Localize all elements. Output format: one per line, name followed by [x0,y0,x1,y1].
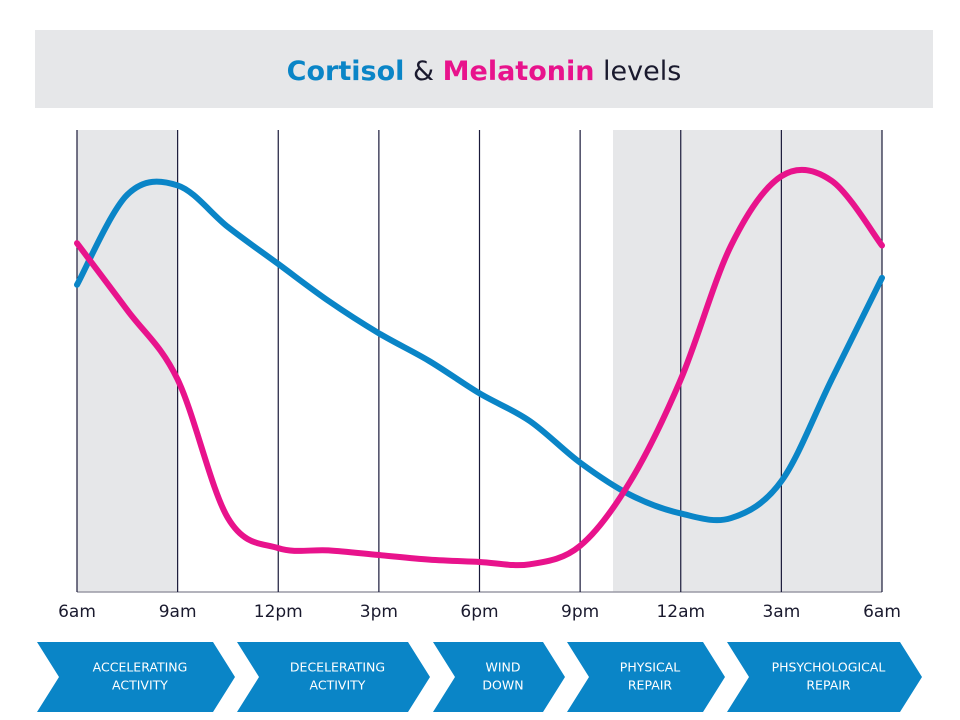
chart-title: Cortisol & Melatonin levels [287,56,682,87]
phase-chevron [37,642,235,712]
x-tick-label: 6am [58,602,96,622]
phase-label: ACTIVITY [310,678,366,693]
x-tick-label: 6pm [460,602,498,622]
phase-label: PHYSICAL [620,660,680,675]
x-tick-label: 9pm [561,602,599,622]
shaded-period [77,130,177,592]
phase-chevron [727,642,922,712]
phase-label: REPAIR [628,678,673,693]
phase-chevron [433,642,565,712]
x-tick-label: 6am [863,602,901,622]
phase-label: ACCELERATING [93,660,188,675]
x-tick-label: 12am [656,602,705,622]
x-tick-label: 3pm [360,602,398,622]
phase-label: WIND [485,660,520,675]
title-cortisol: Cortisol [287,56,405,87]
x-tick-label: 3am [762,602,800,622]
series-line [74,178,885,524]
x-tick-label: 12pm [254,602,303,622]
phase-label: REPAIR [806,678,851,693]
title-suffix: levels [603,56,681,87]
title-band [35,30,933,108]
phase-label: DECELERATING [290,660,385,675]
phase-label: PHSYCHOLOGICAL [772,660,886,675]
phase-label: ACTIVITY [112,678,168,693]
phase-label: DOWN [482,678,523,693]
phase-chevron [237,642,430,712]
title-connector: & [413,56,434,87]
x-tick-label: 9am [159,602,197,622]
series-line [74,166,885,569]
title-melatonin: Melatonin [443,56,595,87]
phase-chevron [567,642,725,712]
shaded-period [613,130,882,592]
